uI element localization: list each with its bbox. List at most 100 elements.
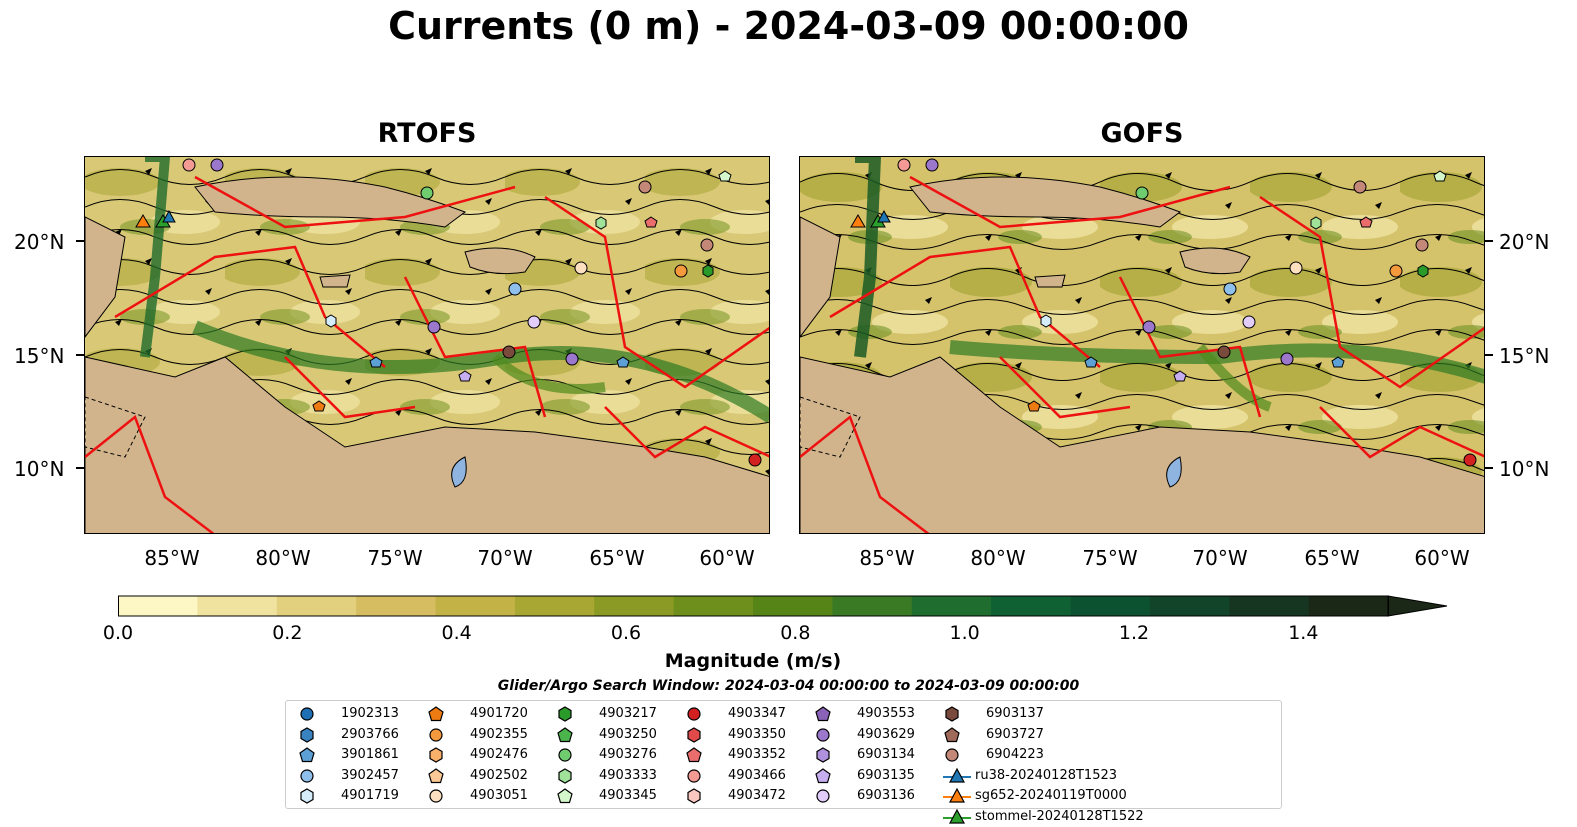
colorbar — [118, 595, 1448, 617]
x-label-75w-gofs: 75°W — [1082, 546, 1138, 570]
y-label-15n-left: 15°N — [14, 344, 65, 368]
legend-label: 6903135 — [857, 767, 915, 783]
y-tick — [1485, 240, 1493, 242]
circle-marker-icon — [816, 727, 830, 742]
colorbar-segment — [435, 596, 516, 616]
legend-label: stommel-20240128T1522 — [975, 808, 1144, 824]
circle-marker-icon — [300, 707, 314, 721]
hexagon-marker-icon — [429, 747, 443, 763]
y-tick — [1485, 467, 1493, 469]
x-label-60w-rtofs: 60°W — [699, 546, 755, 570]
legend-label: 3902457 — [341, 767, 399, 783]
pentagon-marker-icon — [944, 726, 960, 742]
legend-label: 6903727 — [986, 726, 1044, 742]
legend-label: 6903134 — [857, 747, 915, 762]
y-label-10n-right: 10°N — [1499, 457, 1550, 481]
pentagon-marker-icon — [428, 767, 444, 783]
x-label-75w-rtofs: 75°W — [367, 546, 423, 570]
legend-label: 4903276 — [599, 747, 657, 762]
x-label-80w-gofs: 80°W — [970, 546, 1026, 570]
colorbar-tick-label: 0.8 — [780, 622, 811, 644]
legend-label: 6903137 — [986, 706, 1044, 721]
pentagon-marker-icon — [557, 726, 573, 742]
panel-title-gofs: GOFS — [1100, 118, 1184, 149]
circle-marker-icon — [945, 748, 959, 762]
map-rtofs-canvas — [85, 157, 769, 533]
colorbar-tick-label: 1.0 — [949, 622, 980, 644]
hexagon-marker-icon — [558, 767, 572, 784]
colorbar-segment — [1229, 596, 1310, 616]
colorbar-tick-label: 0.6 — [610, 622, 642, 644]
y-tick — [76, 240, 84, 242]
x-label-70w-rtofs: 70°W — [477, 546, 533, 570]
legend-label: 4903333 — [599, 767, 657, 783]
colorbar-segment — [1149, 596, 1230, 616]
legend-label: 4903345 — [599, 788, 657, 803]
legend-label: 4902476 — [470, 747, 528, 762]
hexagon-marker-icon — [300, 788, 314, 804]
pentagon-marker-icon — [299, 747, 315, 763]
legend-label: 4901719 — [341, 788, 399, 803]
pentagon-marker-icon — [815, 767, 831, 783]
hexagon-marker-icon — [816, 747, 830, 763]
triangle-line-marker-icon — [943, 767, 971, 783]
pentagon-marker-icon — [686, 747, 702, 763]
legend-label: 4903217 — [599, 706, 657, 721]
circle-marker-icon — [429, 789, 443, 803]
legend-label: 4903347 — [728, 706, 786, 721]
circle-marker-icon — [687, 768, 701, 783]
circle-marker-icon — [300, 768, 314, 783]
map-gofs — [799, 156, 1485, 534]
legend-label: 4903352 — [728, 747, 786, 762]
triangle-line-marker-icon — [943, 787, 971, 803]
legend-label: 4901720 — [470, 706, 528, 721]
pentagon-marker-icon — [428, 706, 444, 722]
legend-label: 4903553 — [857, 706, 915, 721]
colorbar-tick-label: 1.4 — [1288, 622, 1319, 644]
colorbar-extend-arrow — [1387, 595, 1448, 617]
map-rtofs — [84, 156, 770, 534]
colorbar-label: Magnitude (m/s) — [664, 650, 842, 672]
circle-marker-icon — [816, 789, 830, 803]
colorbar-segment — [673, 596, 754, 616]
colorbar-segment — [991, 596, 1071, 616]
pentagon-marker-icon — [815, 706, 831, 722]
x-label-80w-rtofs: 80°W — [255, 546, 311, 570]
legend-label: 4903350 — [728, 726, 786, 742]
circle-marker-icon — [687, 707, 701, 721]
colorbar-segment — [276, 596, 357, 616]
x-label-65w-rtofs: 65°W — [589, 546, 645, 570]
hexagon-marker-icon — [558, 706, 572, 722]
legend-label: 2903766 — [341, 726, 399, 742]
hexagon-marker-icon — [687, 726, 701, 743]
x-label-70w-gofs: 70°W — [1192, 546, 1248, 570]
hexagon-marker-icon — [300, 726, 314, 743]
panel-title-rtofs: RTOFS — [377, 118, 477, 149]
colorbar-segment — [1308, 596, 1389, 616]
colorbar-segment — [514, 596, 595, 616]
colorbar-tick-label: 0.0 — [102, 622, 134, 644]
legend-label: 4903051 — [470, 788, 528, 803]
colorbar-segment — [356, 596, 436, 616]
legend-label: 4903466 — [728, 767, 786, 783]
legend-label: sg652-20240119T0000 — [975, 788, 1127, 803]
colorbar-segment — [911, 596, 992, 616]
y-label-15n-right: 15°N — [1499, 344, 1550, 368]
colorbar-segment — [1070, 596, 1151, 616]
legend-label: 4903250 — [599, 726, 657, 742]
x-label-85w-rtofs: 85°W — [144, 546, 200, 570]
legend-label: 6903136 — [857, 788, 915, 803]
y-label-20n-right: 20°N — [1499, 230, 1550, 254]
legend: 1902313 2903766 3901861 3902457 4901719 49017… — [285, 700, 1282, 824]
colorbar-segment — [197, 596, 278, 616]
legend-label: 4902502 — [470, 767, 528, 783]
x-label-60w-gofs: 60°W — [1414, 546, 1470, 570]
colorbar-tick-label: 1.2 — [1118, 622, 1150, 644]
legend-label: 3901861 — [341, 747, 399, 762]
legend-label: 4902355 — [470, 726, 528, 742]
colorbar-segment — [118, 596, 198, 616]
y-tick — [76, 354, 84, 356]
pentagon-marker-icon — [557, 788, 573, 804]
y-label-20n-left: 20°N — [14, 230, 65, 254]
legend-label: 1902313 — [341, 706, 399, 721]
